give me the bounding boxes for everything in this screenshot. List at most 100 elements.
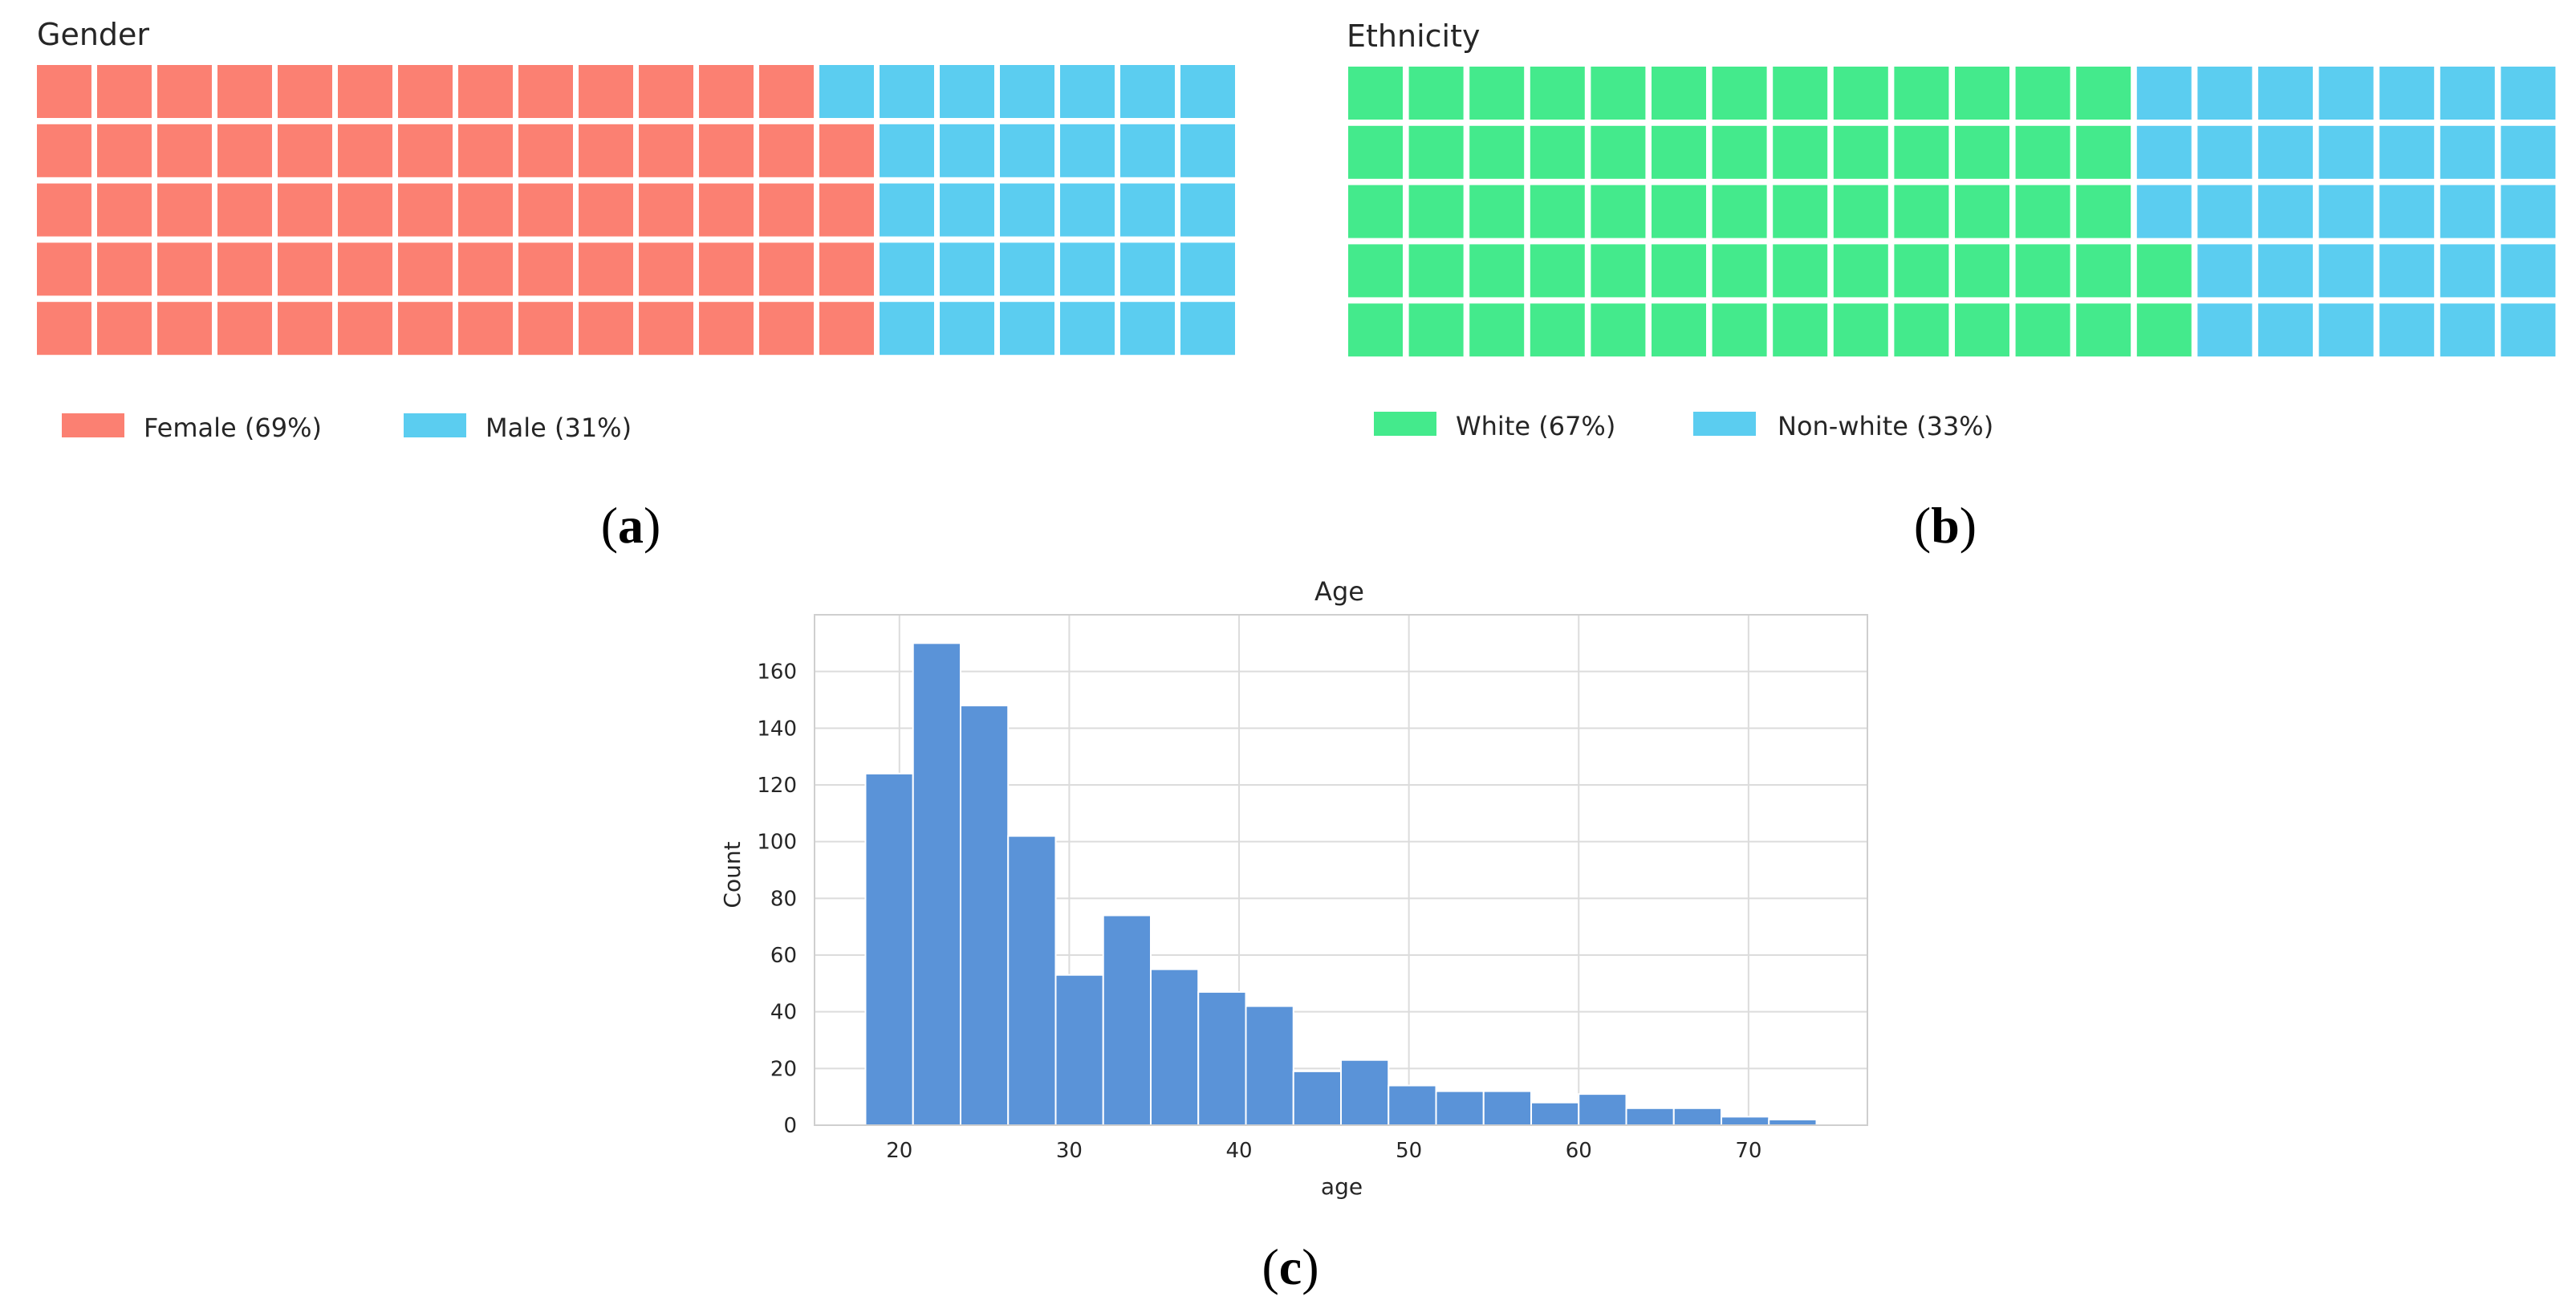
waffle-cell-white <box>1955 67 2009 120</box>
y-tick-label: 40 <box>770 1001 797 1025</box>
histogram-bar <box>1149 968 1200 1127</box>
waffle-cell-white <box>1591 67 1646 120</box>
waffle-cell-male <box>880 302 934 356</box>
waffle-cell-white <box>1712 185 1767 238</box>
waffle-cell-female <box>278 65 332 118</box>
gender-waffle <box>37 65 1235 356</box>
waffle-cell-white <box>1955 303 2009 357</box>
plot-frame <box>814 614 1868 1126</box>
waffle-cell-male <box>1000 124 1054 177</box>
waffle-cell-non-white <box>2136 125 2192 179</box>
waffle-cell-female <box>579 65 633 118</box>
waffle-cell-female <box>278 242 332 296</box>
waffle-cell-non-white <box>2136 67 2192 120</box>
waffle-cell-male <box>1060 183 1115 237</box>
waffle-cell-female <box>759 183 814 237</box>
waffle-cell-female <box>398 242 453 296</box>
waffle-cell-female <box>97 65 152 118</box>
age-panel: Age 0 20 40 60 80 100 120 140 160 20 30 40 50 60 70 ag… <box>719 576 1868 1295</box>
waffle-cell-female <box>518 124 573 177</box>
waffle-cell-non-white <box>2318 303 2374 357</box>
waffle-cell-white <box>1530 125 1585 179</box>
waffle-cell-non-white <box>2501 67 2556 120</box>
waffle-cell-female <box>97 242 152 296</box>
waffle-cell-non-white <box>2318 244 2374 298</box>
waffle-cell-female <box>157 183 212 237</box>
waffle-cell-male <box>880 183 934 237</box>
waffle-cell-white <box>1530 67 1585 120</box>
waffle-cell-female <box>37 183 91 237</box>
waffle-cell-non-white <box>2136 185 2192 238</box>
waffle-cell-white <box>1712 67 1767 120</box>
waffle-cell-female <box>217 183 272 237</box>
histogram-bar <box>1292 1070 1342 1126</box>
waffle-cell-female <box>278 124 332 177</box>
waffle-cell-female <box>338 183 392 237</box>
waffle-cell-white <box>2015 125 2070 179</box>
x-tick-label: 40 <box>1225 1139 1252 1163</box>
waffle-cell-white <box>1591 303 1646 357</box>
legend-label-non-white: Non-white (33%) <box>1778 411 1993 441</box>
waffle-cell-non-white <box>2379 125 2435 179</box>
waffle-cell-white <box>1833 125 1888 179</box>
waffle-cell-white <box>1408 244 1464 298</box>
waffle-cell-non-white <box>2258 303 2313 357</box>
waffle-cell-non-white <box>2501 185 2556 238</box>
waffle-cell-white <box>1894 125 1949 179</box>
waffle-cell-female <box>518 183 573 237</box>
waffle-cell-white <box>1833 244 1888 298</box>
waffle-cell-white <box>1652 125 1706 179</box>
waffle-cell-white <box>1773 244 1828 298</box>
waffle-cell-male <box>1180 183 1235 237</box>
waffle-cell-non-white <box>2318 185 2374 238</box>
waffle-cell-female <box>819 183 874 237</box>
waffle-cell-white <box>1955 125 2009 179</box>
waffle-cell-male <box>940 183 994 237</box>
waffle-cell-female <box>699 183 754 237</box>
waffle-cell-male <box>880 124 934 177</box>
waffle-cell-white <box>1591 185 1646 238</box>
histogram-title: Age <box>1314 576 1364 607</box>
waffle-cell-white <box>1652 244 1706 298</box>
waffle-cell-male <box>940 242 994 296</box>
waffle-cell-female <box>338 124 392 177</box>
waffle-cell-male <box>1060 124 1115 177</box>
waffle-cell-male <box>819 65 874 118</box>
y-tick-label: 20 <box>770 1057 797 1081</box>
waffle-cell-male <box>1060 302 1115 356</box>
histogram-bar <box>1388 1084 1437 1127</box>
waffle-cell-female <box>97 124 152 177</box>
waffle-cell-white <box>1530 244 1585 298</box>
waffle-cell-white <box>1408 67 1464 120</box>
legend-swatch-white <box>1374 412 1436 436</box>
y-tick-label: 80 <box>770 887 797 911</box>
waffle-cell-white <box>1712 125 1767 179</box>
waffle-cell-female <box>97 302 152 356</box>
waffle-cell-female <box>759 65 814 118</box>
histogram-bar <box>1625 1107 1675 1127</box>
waffle-cell-white <box>1652 303 1706 357</box>
waffle-cell-female <box>518 302 573 356</box>
histogram-bar <box>1578 1093 1627 1127</box>
y-tick-label: 160 <box>757 661 797 685</box>
waffle-cell-white <box>1773 125 1828 179</box>
waffle-cell-male <box>1180 124 1235 177</box>
gender-title: Gender <box>37 17 149 52</box>
waffle-cell-non-white <box>2379 185 2435 238</box>
x-tick-label: 60 <box>1566 1139 1592 1163</box>
waffle-cell-white <box>1348 185 1403 238</box>
waffle-cell-male <box>880 242 934 296</box>
waffle-cell-female <box>278 183 332 237</box>
waffle-cell-white <box>2015 67 2070 120</box>
legend-swatch-male <box>404 413 466 437</box>
histogram-bar <box>1435 1090 1485 1126</box>
legend-swatch-non-white <box>1693 412 1756 436</box>
waffle-cell-female <box>217 65 272 118</box>
waffle-cell-white <box>1469 67 1525 120</box>
waffle-cell-non-white <box>2440 303 2495 357</box>
waffle-cell-non-white <box>2379 244 2435 298</box>
waffle-cell-female <box>819 302 874 356</box>
caption-b: (b) <box>1914 497 1977 554</box>
histogram-bar <box>1340 1059 1390 1126</box>
